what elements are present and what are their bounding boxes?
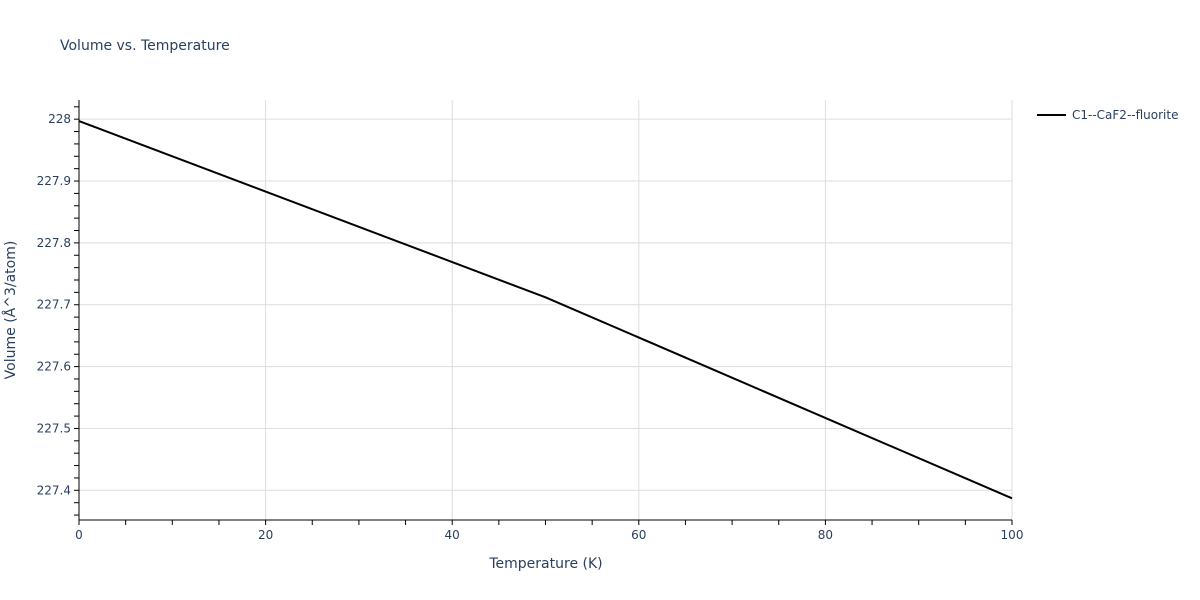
y-tick-label: 227.7 [37, 298, 71, 312]
legend[interactable]: C1--CaF2--fluorite [1037, 108, 1178, 122]
legend-label[interactable]: C1--CaF2--fluorite [1072, 108, 1178, 122]
gridlines [79, 100, 1013, 520]
chart-title: Volume vs. Temperature [60, 38, 230, 54]
y-tick-label: 227.5 [37, 421, 71, 435]
x-tick-label: 0 [75, 528, 83, 542]
x-tick-label: 40 [445, 528, 460, 542]
x-tick-label: 20 [258, 528, 273, 542]
x-tick-label: 80 [818, 528, 833, 542]
y-tick-label: 228 [48, 112, 71, 126]
x-tick-label: 100 [1001, 528, 1024, 542]
y-tick-label: 227.6 [37, 360, 71, 374]
series-line[interactable] [78, 120, 1013, 500]
x-axis-title: Temperature (K) [488, 556, 602, 572]
axes: 0 20 40 60 80 100 227.4 227.5 227.6 227.7 227.8 227… [37, 100, 1024, 542]
y-axis-title: Volume (Å^3/atom) [2, 241, 19, 380]
x-tick-label: 60 [631, 528, 646, 542]
y-tick-label: 227.4 [37, 483, 71, 497]
series-layer [78, 120, 1013, 500]
y-tick-label: 227.8 [37, 236, 71, 250]
y-tick-label: 227.9 [37, 174, 71, 188]
